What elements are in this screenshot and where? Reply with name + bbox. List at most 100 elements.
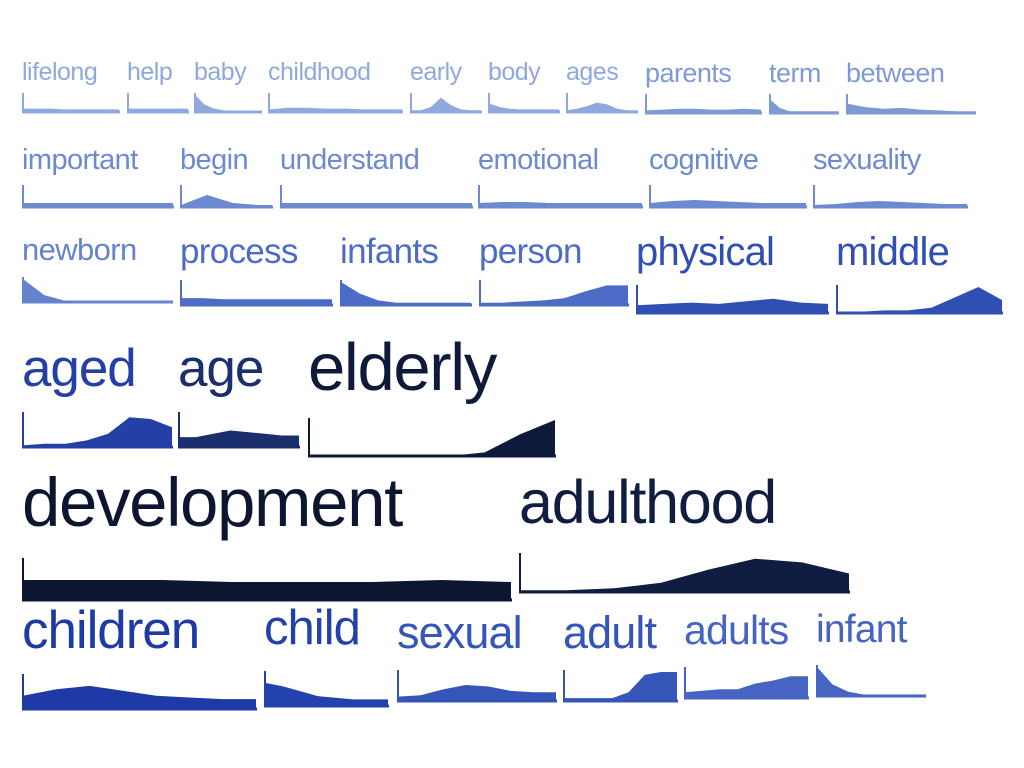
word-ages[interactable]: ages [566, 60, 638, 121]
word-trend-sparkline [769, 94, 839, 115]
trend-area [23, 580, 511, 600]
word-trend-sparkline [519, 553, 850, 594]
word-childhood[interactable]: childhood [268, 60, 403, 121]
word-adult[interactable]: adult [563, 610, 678, 715]
word-label: emotional [478, 144, 599, 176]
trend-area [341, 282, 471, 305]
trend-area [195, 95, 261, 112]
trend-area [480, 285, 628, 305]
word-trend-sparkline [22, 412, 173, 449]
word-emotional[interactable]: emotional [478, 146, 643, 217]
word-trend-sparkline [479, 280, 629, 307]
word-trend-sparkline [268, 93, 403, 114]
trend-area [411, 97, 481, 112]
word-trend-sparkline [280, 185, 473, 209]
word-trend-sparkline [645, 94, 762, 115]
word-trend-sparkline [22, 93, 120, 114]
word-label: children [22, 601, 200, 660]
word-trend-sparkline [178, 412, 300, 449]
trend-area [567, 102, 637, 112]
word-person[interactable]: person [479, 234, 629, 317]
word-label: infant [816, 608, 908, 651]
word-label: lifelong [22, 58, 98, 86]
word-label: important [22, 144, 138, 176]
word-middle[interactable]: middle [836, 232, 1003, 326]
word-trend-sparkline [684, 667, 809, 700]
word-label: adults [684, 607, 789, 653]
word-early[interactable]: early [410, 60, 482, 121]
word-understand[interactable]: understand [280, 146, 473, 217]
word-physical[interactable]: physical [636, 232, 829, 326]
word-trend-sparkline [649, 185, 807, 209]
word-label: physical [636, 230, 775, 274]
word-age[interactable]: age [178, 342, 300, 463]
word-aged[interactable]: aged [22, 342, 173, 463]
word-trend-sparkline [180, 185, 273, 209]
word-parents[interactable]: parents [645, 60, 762, 123]
word-begin[interactable]: begin [180, 146, 273, 217]
word-baby[interactable]: baby [194, 60, 262, 121]
word-label: help [127, 58, 173, 86]
trend-area [309, 420, 555, 456]
word-label: early [410, 58, 462, 86]
trend-area [650, 200, 806, 207]
word-label: development [22, 464, 403, 541]
word-trend-sparkline [308, 418, 556, 458]
word-newborn[interactable]: newborn [22, 234, 173, 313]
word-adults[interactable]: adults [684, 610, 809, 711]
word-trend-sparkline [488, 93, 560, 114]
word-trend-sparkline [836, 285, 1003, 315]
word-body[interactable]: body [488, 60, 560, 121]
word-elderly[interactable]: elderly [308, 334, 556, 475]
word-label: understand [280, 144, 420, 176]
trend-area [23, 417, 172, 447]
word-label: baby [194, 58, 247, 86]
word-child[interactable]: child [264, 604, 389, 721]
word-children[interactable]: children [22, 604, 257, 725]
word-trend-sparkline [180, 280, 333, 307]
word-development[interactable]: development [22, 468, 512, 619]
word-label: aged [22, 339, 137, 398]
word-cognitive[interactable]: cognitive [649, 146, 807, 217]
word-trend-sparkline [127, 93, 189, 114]
word-label: middle [836, 230, 950, 274]
trend-area [770, 99, 838, 113]
word-infant[interactable]: infant [816, 610, 926, 709]
trend-area [265, 682, 388, 706]
word-label: process [180, 232, 298, 271]
word-trend-sparkline [22, 185, 174, 209]
trend-area [179, 430, 299, 447]
trend-area [847, 103, 975, 113]
word-label: person [479, 232, 583, 271]
word-trend-sparkline [410, 93, 482, 114]
word-label: ages [566, 58, 619, 86]
word-infants[interactable]: infants [340, 234, 472, 317]
word-help[interactable]: help [127, 60, 189, 121]
word-important[interactable]: important [22, 146, 174, 217]
word-sexuality[interactable]: sexuality [813, 146, 968, 217]
word-trend-sparkline [636, 285, 829, 315]
trend-area [817, 667, 925, 696]
word-trend-sparkline [813, 185, 968, 209]
word-lifelong[interactable]: lifelong [22, 60, 120, 121]
word-label: begin [180, 144, 249, 176]
trend-area [398, 685, 556, 701]
word-label: adult [563, 607, 657, 658]
word-label: sexuality [813, 144, 921, 176]
trend-area [23, 685, 256, 709]
word-sexual[interactable]: sexual [397, 610, 557, 715]
word-trend-sparkline [846, 94, 976, 115]
word-adulthood[interactable]: adulthood [519, 472, 850, 609]
word-label: sexual [397, 607, 523, 658]
word-trend-sparkline [816, 665, 926, 698]
word-trend-sparkline [22, 277, 173, 304]
word-trend-sparkline [22, 674, 257, 711]
word-between[interactable]: between [846, 60, 976, 123]
trend-area [837, 287, 1002, 313]
trend-area [564, 672, 677, 701]
word-process[interactable]: process [180, 234, 333, 317]
word-term[interactable]: term [769, 60, 839, 123]
word-trend-sparkline [22, 558, 512, 602]
word-trend-sparkline [566, 93, 638, 114]
